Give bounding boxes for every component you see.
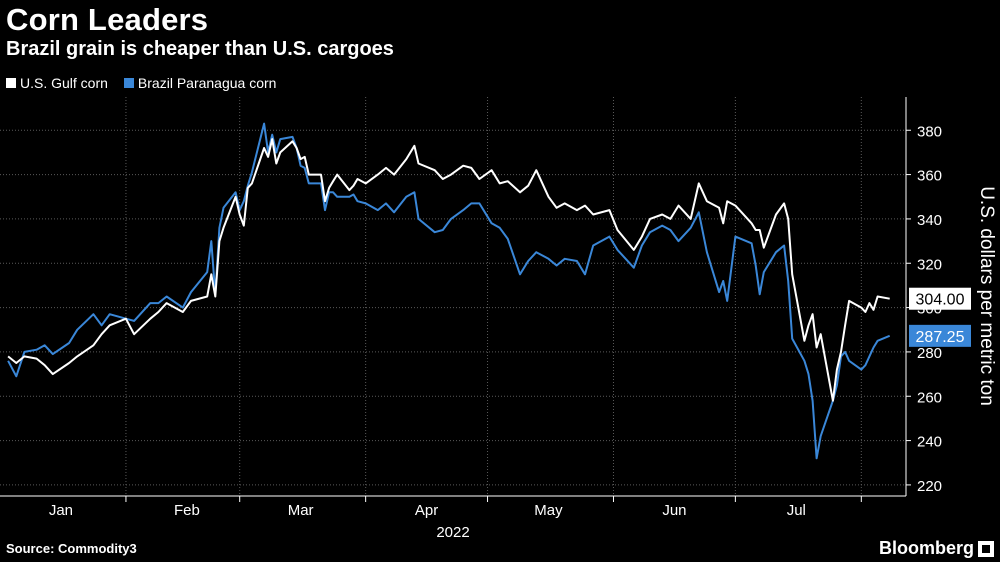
legend-label-brazil: Brazil Paranagua corn: [137, 75, 277, 91]
last-value-label-us-gulf: 304.00: [916, 292, 965, 309]
last-value-box-us-gulf: [909, 287, 971, 310]
last-value-box-brazil: [909, 324, 971, 347]
bloomberg-logo: Bloomberg: [879, 538, 994, 559]
y-tick-label: 320: [917, 256, 942, 273]
x-tick-label: Apr: [415, 502, 438, 519]
series-lines: [7, 122, 891, 460]
x-axis-year-label: 2022: [436, 524, 469, 541]
y-tick-label: 360: [917, 168, 942, 185]
y-tick-label: 240: [917, 434, 942, 451]
gridlines: [0, 97, 906, 496]
last-value-label-brazil: 287.25: [916, 329, 965, 346]
y-axis-title: U.S. dollars per metric ton: [976, 186, 997, 406]
bloomberg-mark-icon: [978, 540, 994, 557]
legend-swatch-us-gulf: [6, 78, 16, 88]
y-tick-label: 340: [917, 212, 942, 229]
chart-subtitle: Brazil grain is cheaper than U.S. cargoe…: [6, 38, 394, 60]
y-tick-label: 380: [917, 123, 942, 140]
legend-swatch-brazil: [123, 78, 134, 88]
legend-item-us-gulf: U.S. Gulf corn: [6, 75, 108, 91]
x-tick-label: Feb: [174, 502, 200, 519]
chart-title: Corn Leaders: [6, 2, 209, 37]
legend: U.S. Gulf corn Brazil Paranagua corn: [6, 75, 276, 91]
x-tick-label: Mar: [288, 502, 314, 519]
x-tick-label: Jul: [787, 502, 806, 519]
legend-item-brazil: Brazil Paranagua corn: [123, 75, 277, 91]
x-tick-label: May: [534, 502, 563, 519]
brand-name: Bloomberg: [878, 538, 974, 558]
axes: 220240260280300320340360380JanFebMarAprM…: [0, 97, 997, 541]
y-tick-label: 220: [917, 478, 942, 495]
y-tick-label: 280: [917, 345, 942, 362]
value-labels: 304.00 287.25: [909, 287, 971, 347]
source-note: Source: Commodity3: [6, 541, 137, 556]
series-line-us-gulf: [7, 138, 890, 402]
series-line-brazil: [7, 122, 891, 460]
x-tick-label: Jan: [49, 502, 73, 519]
x-tick-label: Jun: [662, 502, 686, 519]
legend-label-us-gulf: U.S. Gulf corn: [20, 75, 108, 91]
y-tick-label: 260: [917, 389, 942, 406]
